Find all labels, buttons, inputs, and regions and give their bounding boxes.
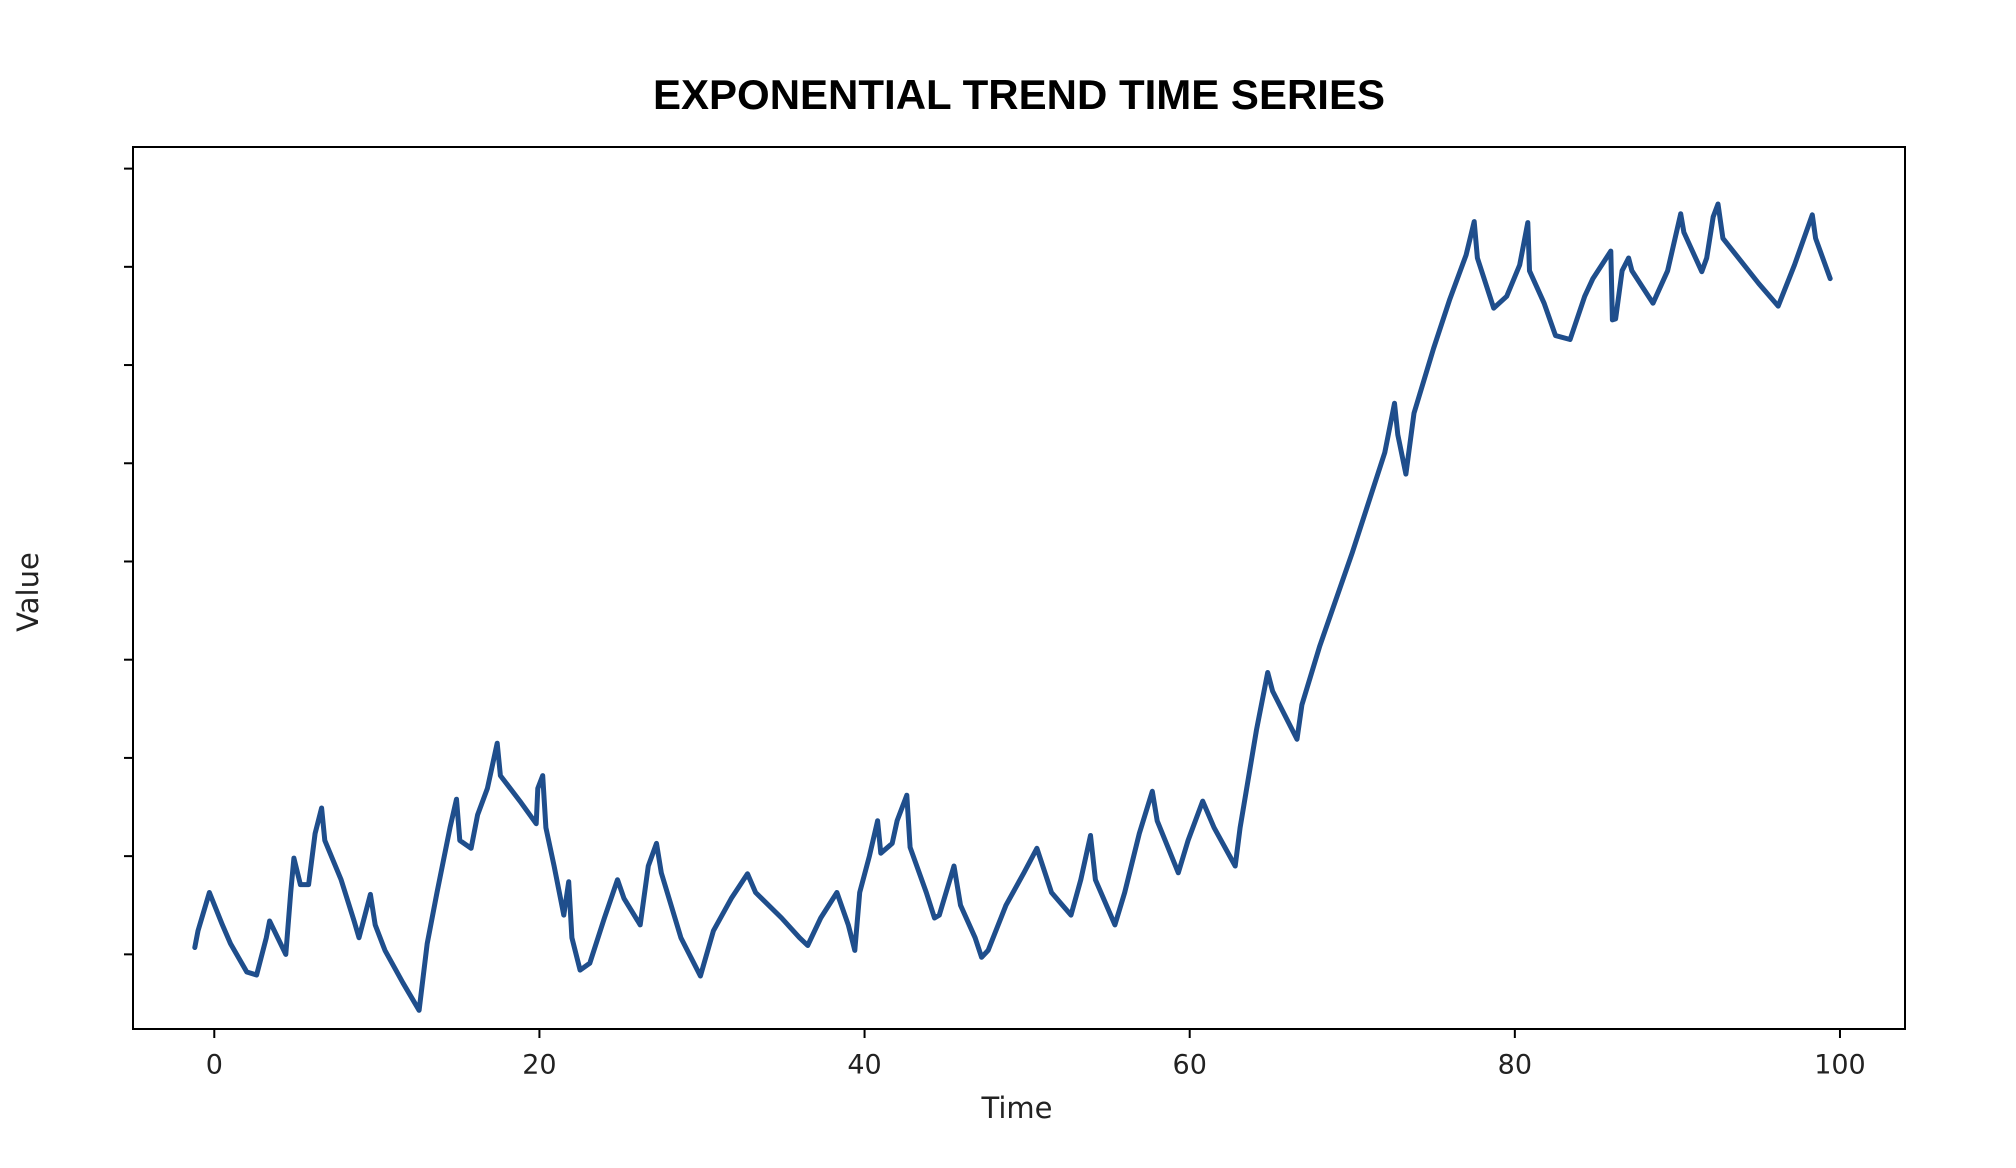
data-line <box>192 201 1833 1013</box>
x-tick-label: 20 <box>522 1050 556 1081</box>
x-tick-label: 100 <box>1814 1050 1866 1081</box>
y-axis-label: Value <box>11 552 45 632</box>
x-tick-label: 0 <box>206 1050 223 1081</box>
plot-frame <box>132 146 1906 1030</box>
x-axis-label: Time <box>981 1091 1053 1125</box>
x-tick-label: 40 <box>847 1050 881 1081</box>
chart-title: EXPONENTIAL TREND TIME SERIES <box>653 71 1385 118</box>
x-tick-label: 80 <box>1498 1050 1532 1081</box>
x-tick-label: 60 <box>1173 1050 1207 1081</box>
